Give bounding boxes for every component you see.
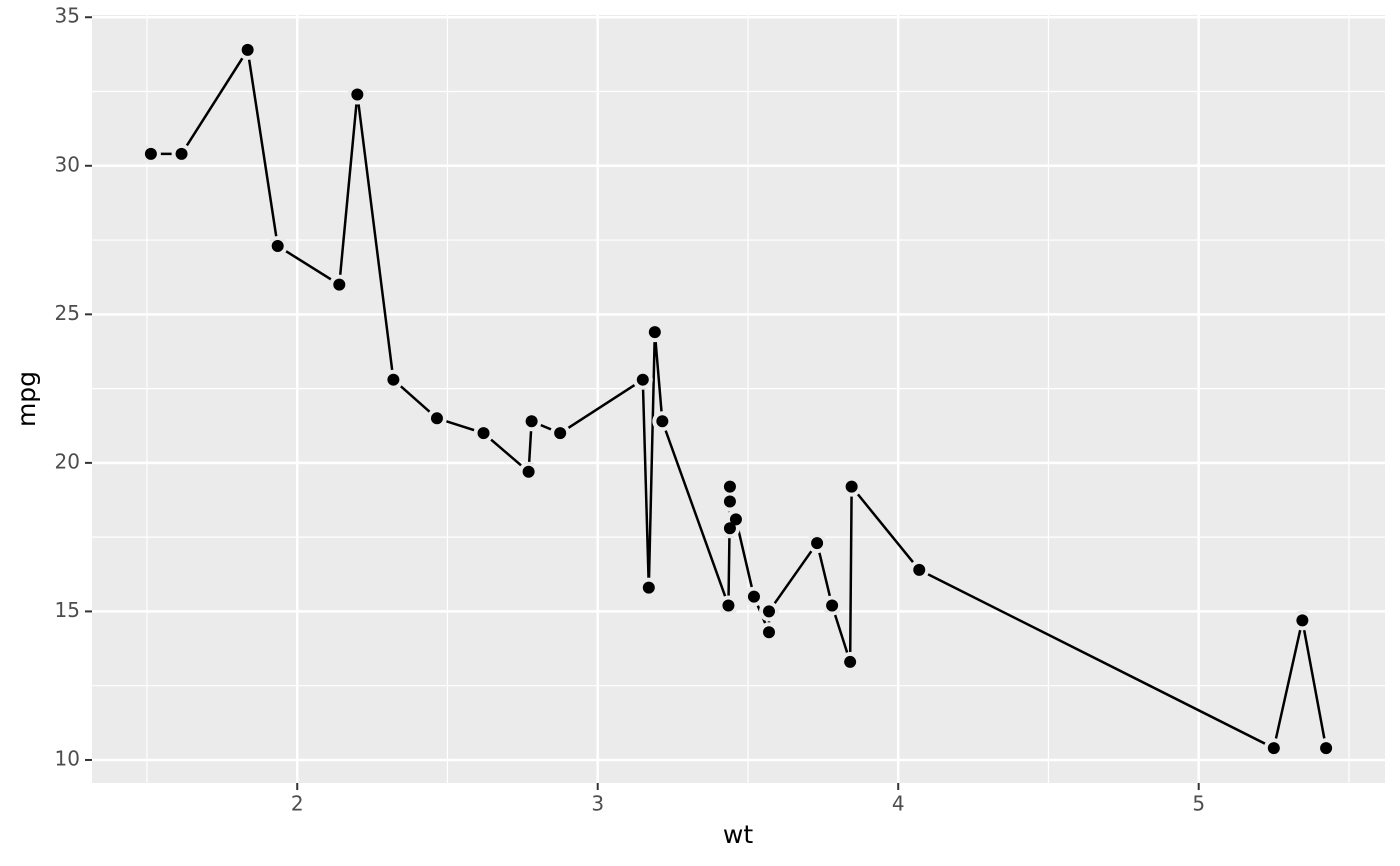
y-tick-label: 20 <box>55 449 80 473</box>
point <box>723 495 736 508</box>
y-tick-label: 30 <box>55 152 80 176</box>
point <box>387 373 400 386</box>
point <box>241 43 254 56</box>
x-tick-label: 5 <box>1192 792 1205 816</box>
x-tick-label: 4 <box>892 792 905 816</box>
point <box>845 480 858 493</box>
point <box>522 465 535 478</box>
x-tick-label: 2 <box>291 792 304 816</box>
point <box>729 513 742 526</box>
point <box>1320 742 1333 755</box>
point <box>826 599 839 612</box>
point <box>1296 614 1309 627</box>
y-tick-label: 10 <box>55 746 80 770</box>
point <box>554 427 567 440</box>
point <box>747 590 760 603</box>
point <box>271 239 284 252</box>
point <box>656 415 669 428</box>
point <box>762 626 775 639</box>
point <box>722 599 735 612</box>
point <box>723 522 736 535</box>
point <box>844 655 857 668</box>
point <box>723 480 736 493</box>
x-axis-title: wt <box>723 820 753 849</box>
point <box>642 581 655 594</box>
y-tick-label: 35 <box>55 4 80 28</box>
y-tick-label: 15 <box>55 598 80 622</box>
y-tick-label: 25 <box>55 301 80 325</box>
panel <box>92 15 1385 783</box>
point <box>144 147 157 160</box>
point <box>1267 742 1280 755</box>
point <box>913 563 926 576</box>
point <box>762 605 775 618</box>
point <box>636 373 649 386</box>
point <box>811 537 824 550</box>
point <box>648 326 661 339</box>
point <box>477 427 490 440</box>
point <box>525 415 538 428</box>
y-axis-title: mpg <box>12 371 41 427</box>
point <box>351 88 364 101</box>
point <box>430 412 443 425</box>
point <box>175 147 188 160</box>
x-tick-label: 3 <box>591 792 604 816</box>
point <box>333 278 346 291</box>
